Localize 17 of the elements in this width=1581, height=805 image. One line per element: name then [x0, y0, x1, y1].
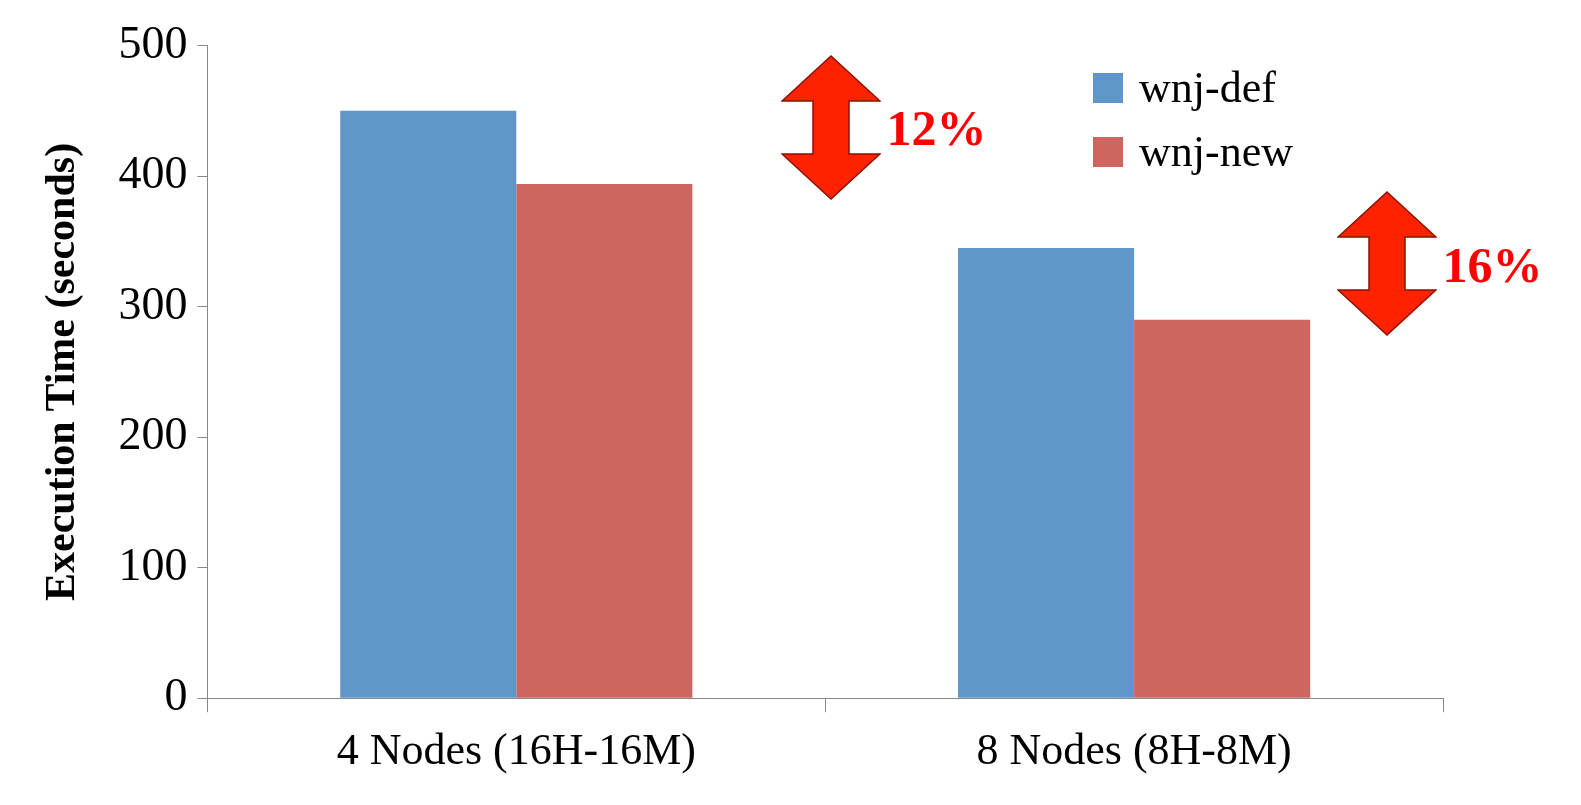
- y-tick-label: 100: [118, 538, 188, 590]
- x-tick-label: 4 Nodes (16H-16M): [336, 725, 696, 775]
- annotation: 12%: [886, 100, 987, 157]
- y-tick-label: 0: [164, 669, 188, 721]
- y-axis-title: Execution Time (seconds): [37, 142, 85, 601]
- annotation: 16%: [1442, 236, 1543, 293]
- y-tick-label: 200: [118, 408, 188, 460]
- y-tick-label: 500: [118, 16, 188, 68]
- bar: [340, 110, 517, 698]
- bar: [516, 183, 693, 698]
- x-tick-label: 8 Nodes (8H-8M): [976, 725, 1292, 775]
- y-tick-label: 300: [118, 277, 188, 329]
- y-tick-label: 400: [118, 147, 188, 199]
- legend-label: wnj-def: [1139, 62, 1276, 114]
- bar: [1134, 319, 1311, 698]
- bar: [958, 247, 1135, 698]
- legend-label: wnj-new: [1139, 126, 1293, 178]
